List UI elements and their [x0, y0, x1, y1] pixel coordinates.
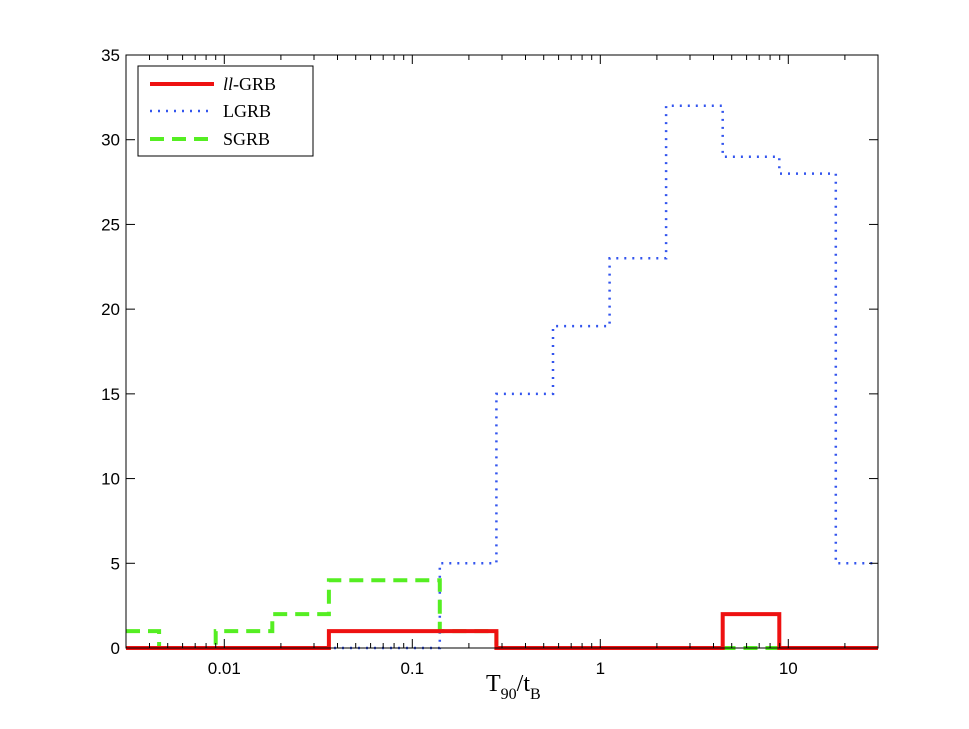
x-tick-label: 1: [596, 659, 605, 678]
y-tick-label: 20: [101, 300, 120, 319]
legend-label-sgrb: SGRB: [223, 129, 270, 149]
legend-label-lgrb: LGRB: [223, 101, 271, 121]
tick-layer: 0.01 0.1 1 10 0 5 10 15 20 25 30 35: [101, 46, 879, 678]
x-axis-label-sub2: B: [530, 686, 541, 703]
legend-label-llgrb-rest: -GRB: [233, 74, 276, 94]
y-tick-label: 30: [101, 131, 120, 150]
y-tick-label: 5: [111, 554, 120, 573]
y-tick-label: 10: [101, 470, 120, 489]
plot-frame: [125, 54, 879, 649]
x-axis-label: T90/tB: [486, 671, 541, 703]
legend-label-llgrb-italic: ll: [223, 74, 233, 94]
y-tick-label: 15: [101, 385, 120, 404]
legend-label-llgrb: ll-GRB: [223, 74, 276, 94]
x-axis-label-main: T: [486, 671, 501, 697]
x-axis-label-sub1: 90: [501, 686, 517, 703]
x-tick-label: 10: [779, 659, 798, 678]
x-axis-label-mid: /t: [517, 671, 531, 697]
y-tick-label: 25: [101, 215, 120, 234]
x-tick-label: 0.01: [208, 659, 241, 678]
legend: ll-GRB LGRB SGRB: [137, 65, 314, 157]
y-tick-label: 0: [111, 639, 120, 658]
y-tick-label: 35: [101, 46, 120, 65]
x-tick-label: 0.1: [400, 659, 424, 678]
